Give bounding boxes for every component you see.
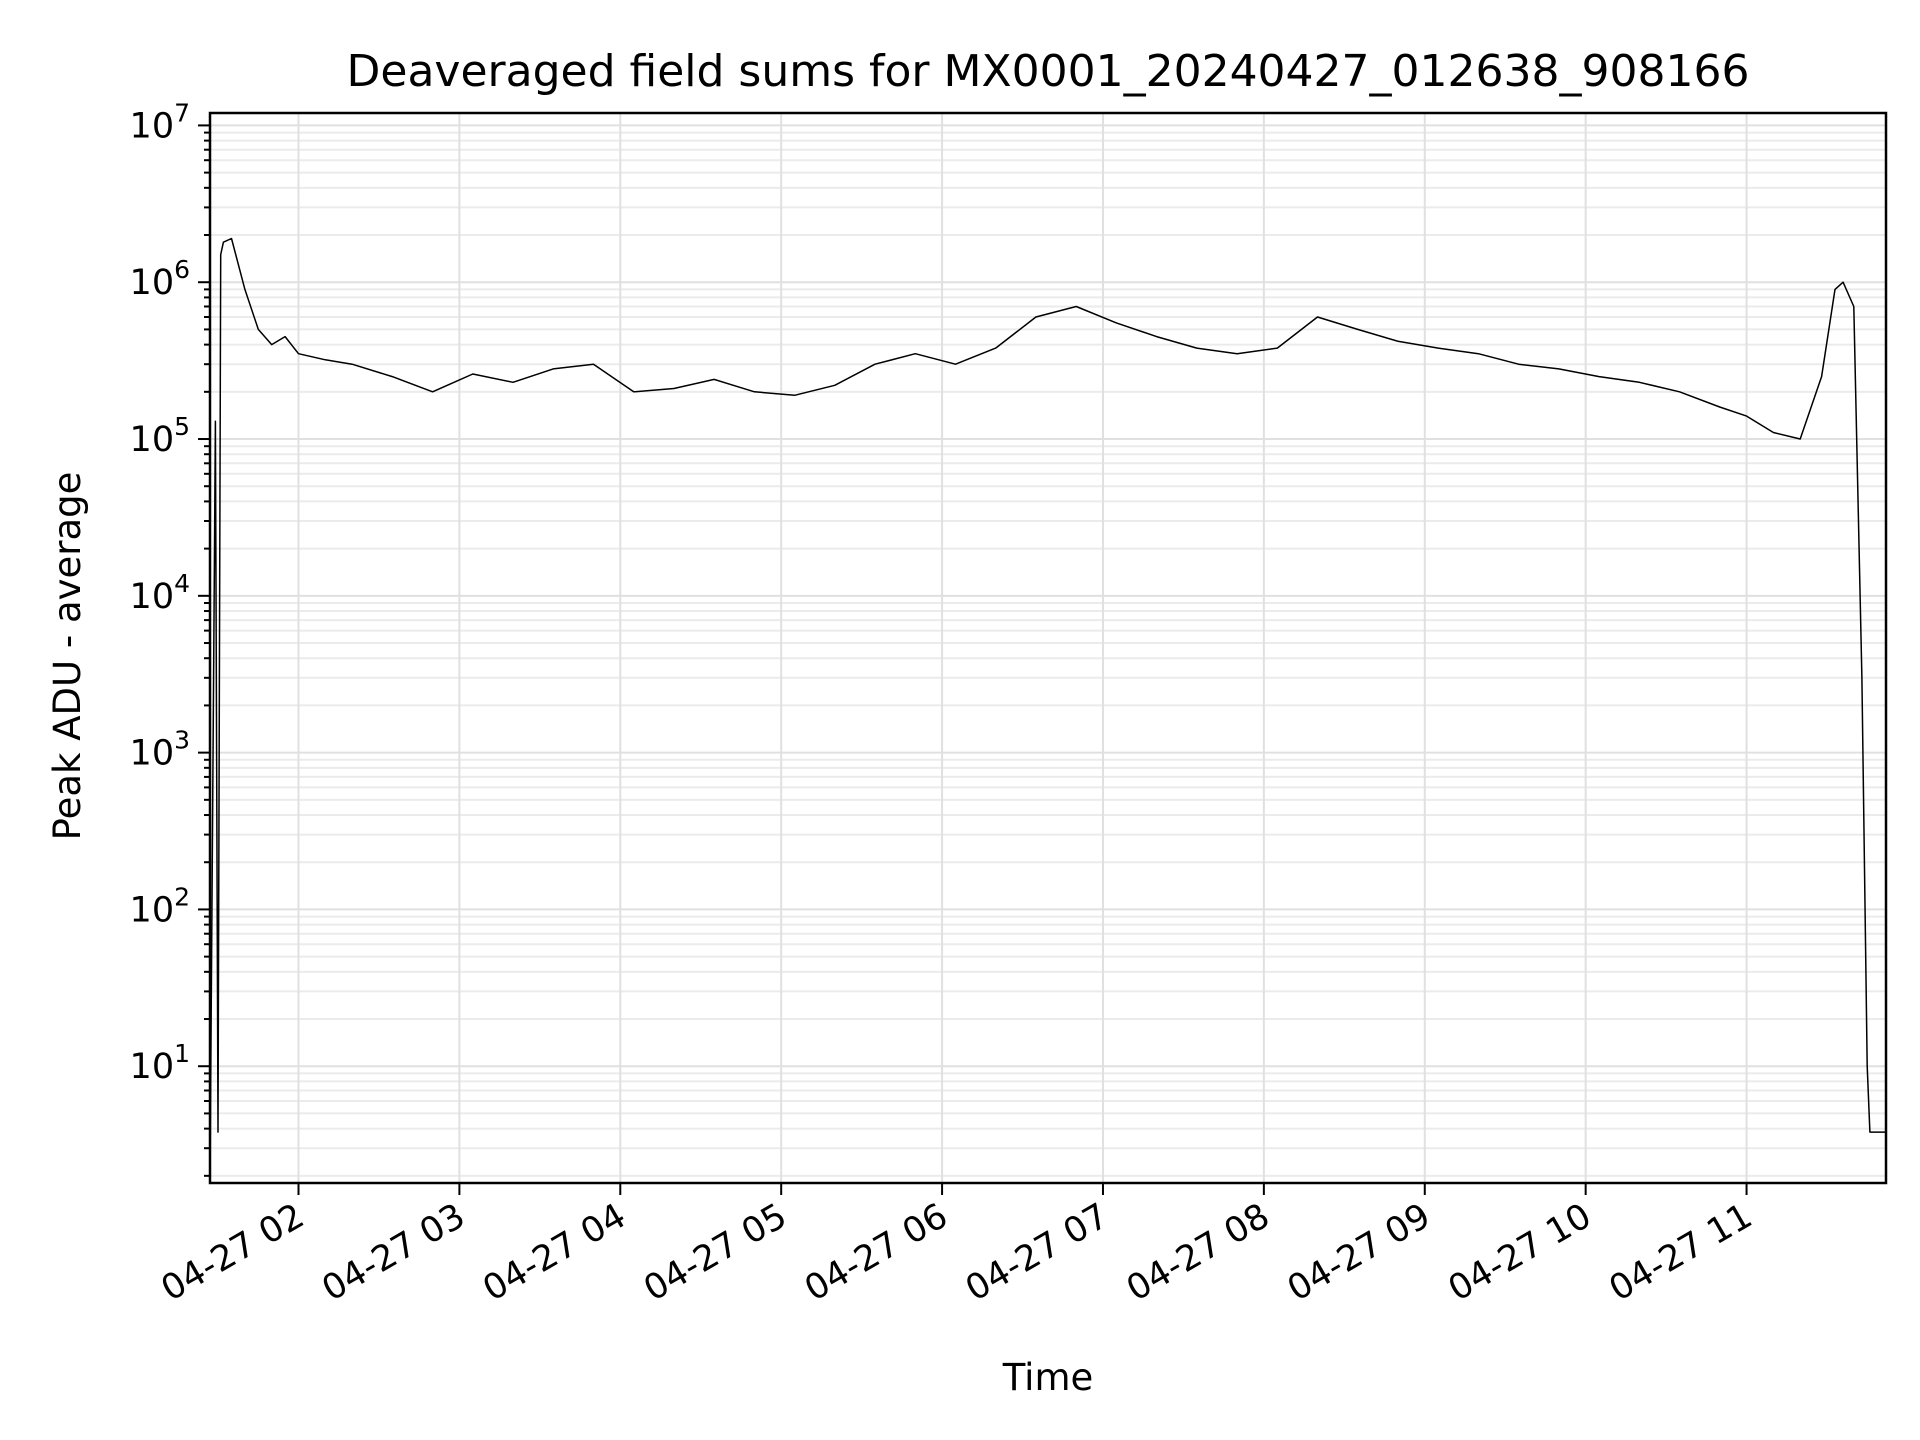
x-axis-label: Time (1002, 1356, 1094, 1399)
y-tick-label: 106 (130, 255, 190, 303)
plot-area (209, 237, 1886, 1184)
y-axis-label: Peak ADU - average (46, 472, 89, 841)
y-tick-label: 101 (130, 1039, 190, 1087)
y-axis: 101 102 103 104 105 106 107 (130, 98, 210, 1177)
y-tick-label: 102 (130, 882, 190, 930)
chart-title: Deaveraged field sums for MX0001_2024042… (347, 46, 1750, 97)
gridlines (210, 113, 1886, 1183)
y-tick-label: 104 (130, 569, 190, 617)
y-tick-label: 103 (130, 726, 190, 774)
plot-frame (208, 111, 1888, 1185)
series-line-0 (209, 237, 1886, 1184)
y-tick-label: 107 (130, 98, 190, 146)
y-tick-label: 105 (130, 412, 190, 460)
